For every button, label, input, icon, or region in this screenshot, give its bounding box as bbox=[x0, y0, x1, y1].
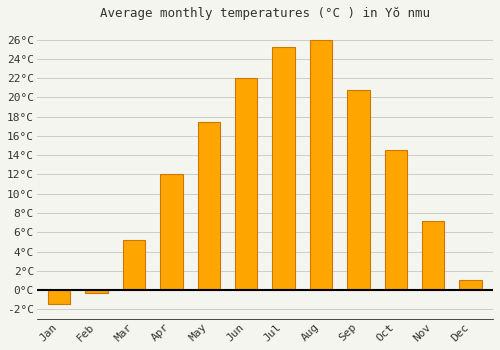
Bar bbox=[460, 280, 482, 290]
Bar bbox=[86, 290, 108, 293]
Bar bbox=[123, 240, 145, 290]
Bar bbox=[272, 47, 295, 290]
Bar bbox=[384, 150, 407, 290]
Bar bbox=[310, 40, 332, 290]
Title: Average monthly temperatures (°C ) in Yŏ nmu: Average monthly temperatures (°C ) in Yŏ… bbox=[100, 7, 430, 20]
Bar bbox=[160, 175, 182, 290]
Bar bbox=[422, 221, 444, 290]
Bar bbox=[198, 121, 220, 290]
Bar bbox=[48, 290, 70, 304]
Bar bbox=[347, 90, 370, 290]
Bar bbox=[235, 78, 258, 290]
